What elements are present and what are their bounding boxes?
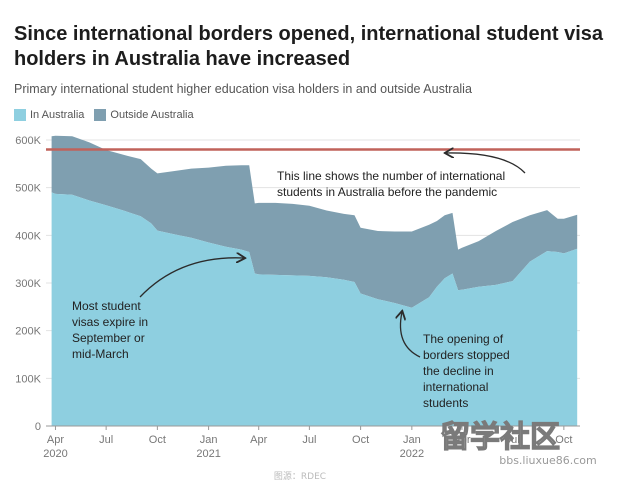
annotation-pandemic-line: students in Australia before the pandemi… bbox=[277, 185, 497, 199]
chart-subtitle: Primary international student higher edu… bbox=[14, 82, 472, 96]
series-area-in-australia bbox=[51, 192, 578, 426]
annotation-arrow-borders bbox=[400, 312, 421, 358]
x-tick-label: Oct bbox=[352, 434, 369, 446]
y-tick-label: 0 bbox=[35, 421, 41, 433]
legend-label-outside-australia: Outside Australia bbox=[110, 109, 194, 121]
x-tick-year-label: 2021 bbox=[196, 448, 220, 460]
y-tick-label: 600K bbox=[15, 135, 41, 147]
x-tick-year-label: 2020 bbox=[43, 448, 67, 460]
watermark-url: bbs.liuxue86.com bbox=[499, 454, 597, 467]
x-tick-label: Jul bbox=[506, 434, 520, 446]
x-tick-label: Apr bbox=[453, 434, 470, 446]
x-tick-label: Jan bbox=[200, 434, 218, 446]
annotation-arrow-pandemic bbox=[446, 153, 526, 174]
annotation-expire-line: mid-March bbox=[72, 347, 129, 361]
series-area-outside-australia bbox=[51, 135, 578, 308]
watermark-logo-text: 留学社区 bbox=[440, 420, 560, 455]
y-tick-label: 500K bbox=[15, 183, 41, 195]
annotation-pandemic-line: This line shows the number of internatio… bbox=[277, 169, 505, 183]
x-tick-label: Apr bbox=[250, 434, 267, 446]
legend-swatch-outside-australia bbox=[94, 109, 107, 121]
annotation-borders-line: borders stopped bbox=[423, 348, 510, 362]
annotation-arrow-expire bbox=[139, 258, 244, 298]
annotation-borders-line: international bbox=[423, 380, 488, 394]
annotation-expire-line: Most student bbox=[72, 299, 141, 313]
x-tick-label: Jul bbox=[302, 434, 316, 446]
legend-item-in-australia: In Australia bbox=[14, 109, 84, 121]
chart-legend: In Australia Outside Australia bbox=[14, 109, 194, 121]
x-tick-year-label: 2022 bbox=[400, 448, 424, 460]
legend-swatch-in-australia bbox=[14, 109, 26, 121]
legend-item-outside-australia: Outside Australia bbox=[94, 109, 194, 121]
annotation-expire-line: visas expire in bbox=[72, 315, 148, 329]
annotation-borders-line: The opening of bbox=[423, 332, 504, 346]
x-tick-label: Apr bbox=[47, 434, 64, 446]
image-caption: 图源：RDEC bbox=[274, 471, 326, 482]
x-tick-label: Oct bbox=[149, 434, 166, 446]
legend-label-in-australia: In Australia bbox=[30, 109, 85, 121]
x-tick-label: Jul bbox=[99, 434, 113, 446]
y-tick-label: 300K bbox=[15, 278, 41, 290]
annotation-borders-line: the decline in bbox=[423, 364, 494, 378]
annotation-borders-line: students bbox=[423, 396, 468, 410]
y-tick-label: 400K bbox=[15, 230, 41, 242]
annotation-expire-line: September or bbox=[72, 331, 145, 345]
chart-title: Since international borders opened, inte… bbox=[14, 23, 603, 70]
y-tick-label: 100K bbox=[15, 373, 41, 385]
x-tick-label: Oct bbox=[555, 434, 572, 446]
y-tick-label: 200K bbox=[15, 326, 41, 338]
x-tick-label: Jan bbox=[403, 434, 421, 446]
